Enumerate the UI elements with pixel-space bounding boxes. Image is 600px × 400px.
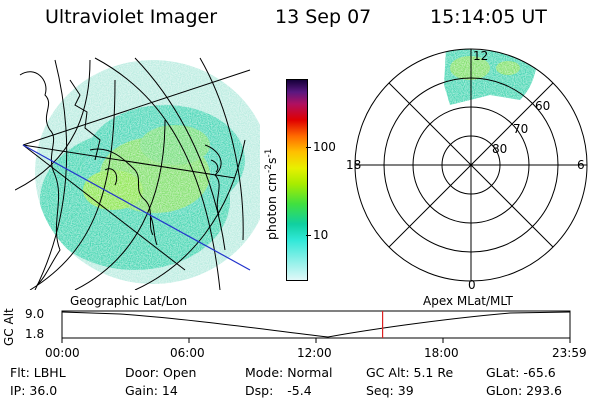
altitude-timeline [61,310,571,343]
x-tick-2359: 23:59 [552,346,587,360]
mlat-80-label: 80 [492,142,507,156]
polar-grid [354,48,588,282]
colorbar-unit: photon cm-2s-1 [264,148,280,240]
coastlines [19,71,222,286]
timeline-ticks [61,338,571,343]
glon-status: GLon: 293.6 [486,383,562,398]
gc-alt-status: GC Alt: 5.1 Re [366,365,454,380]
x-tick-0000: 00:00 [45,346,80,360]
colorbar-label-100: 100 [313,140,336,154]
x-tick-1200: 12:00 [297,346,332,360]
seq-status: Seq: 39 [366,383,414,398]
ip-status: IP: 36.0 [10,383,58,398]
graticule [15,57,251,290]
timeline-y-max: 9.0 [25,307,45,321]
orbit-track [22,144,251,271]
timeline-y-min: 1.8 [25,327,45,341]
apex-polar-plot: 12 18 6 0 60 70 80 [346,48,588,292]
instrument-title: Ultraviolet Imager [45,6,218,28]
apex-caption: Apex MLat/MLT [423,294,513,308]
colorbar-tick-10 [306,235,311,236]
polar-aurora [444,49,538,105]
x-tick-0600: 06:00 [170,346,205,360]
mlat-70-label: 70 [513,122,528,136]
mlt-0-label: 0 [468,278,476,292]
mlt-18-label: 18 [346,158,361,172]
mlt-12-label: 12 [473,49,488,63]
colorbar-label-10: 10 [313,228,329,242]
mlat-60-label: 60 [535,99,550,113]
mode-status: Mode: Normal [245,365,333,380]
glat-status: GLat: -65.6 [486,365,556,380]
uv-disc [35,60,260,284]
timeline-y-title: GC Alt [2,308,16,346]
time-label: 15:14:05 UT [430,6,547,28]
mlt-6-label: 6 [577,158,585,172]
dsp-status: Dsp: -5.4 [245,383,312,398]
gain-status: Gain: 14 [125,383,178,398]
altitude-curve [61,311,571,338]
date-label: 13 Sep 07 [275,6,372,28]
geographic-caption: Geographic Lat/Lon [70,294,188,308]
filter-status: Flt: LBHL [10,365,66,380]
color-scale-bar [286,79,308,281]
x-tick-1800: 18:00 [424,346,459,360]
geographic-uv-image [15,57,260,290]
colorbar-tick-100 [306,147,311,148]
door-status: Door: Open [125,365,197,380]
